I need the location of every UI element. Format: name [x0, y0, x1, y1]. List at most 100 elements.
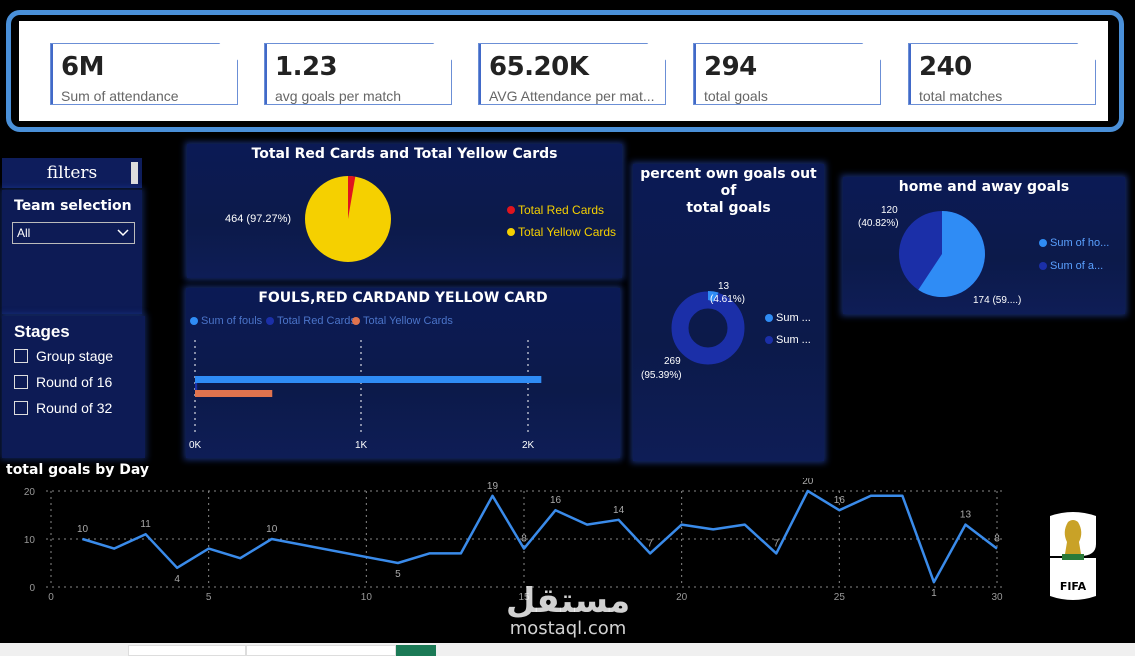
point-data-label: 5 — [395, 569, 401, 580]
legend-red-cards[interactable]: Total Red Cards — [507, 203, 604, 217]
legend-home[interactable]: Sum of ho... — [1039, 237, 1109, 249]
donut-label-big: 269 — [664, 356, 681, 367]
kpi-edge — [265, 44, 267, 104]
stage-label: Round of 16 — [36, 374, 113, 390]
x-tick: 2K — [522, 440, 535, 451]
donut-label-small: 13 — [718, 281, 730, 292]
home-away-pie-svg: 120 (40.82%) 174 (59....) — [858, 205, 1021, 306]
point-data-label: 8 — [994, 534, 1000, 545]
bar-yellow-cards[interactable] — [195, 390, 273, 397]
own-goals-panel[interactable]: percent own goals out of total goals 13 … — [633, 164, 824, 461]
stages-panel: Stages Group stage Round of 16 Round of … — [2, 316, 145, 458]
team-selection-dropdown[interactable]: All — [12, 222, 135, 244]
kpi-value: 1.23 — [275, 52, 338, 82]
x-tick-label: 0 — [48, 592, 54, 603]
kpi-edge — [694, 44, 696, 104]
point-data-label: 7 — [773, 538, 779, 549]
bar-fouls[interactable] — [195, 376, 542, 383]
fouls-bar-title: FOULS,RED CARDAND YELLOW CARD — [258, 290, 548, 306]
pie-label-a: 120 — [881, 205, 898, 216]
x-tick: 0K — [189, 440, 202, 451]
home-away-panel[interactable]: home and away goals 120 (40.82%) 174 (59… — [843, 177, 1125, 314]
point-data-label: 7 — [647, 538, 653, 549]
filters-scrollbar[interactable] — [131, 162, 138, 184]
legend-yellow-cards[interactable]: Total Yellow Cards — [507, 225, 616, 239]
legend-fouls[interactable]: Sum of fouls — [190, 315, 262, 327]
legend-yellow-cards[interactable]: Total Yellow Cards — [352, 315, 453, 327]
stage-label: Round of 32 — [36, 400, 113, 416]
fouls-bar-panel[interactable]: FOULS,RED CARDAND YELLOW CARD Sum of fou… — [186, 288, 620, 458]
watermark-latin: mostaql.com — [509, 618, 627, 639]
legend-away[interactable]: Sum of a... — [1039, 260, 1103, 272]
legend-label: Total Yellow Cards — [518, 225, 617, 239]
stage-checkbox-group-stage[interactable]: Group stage — [14, 348, 113, 364]
donut-slice-regular[interactable] — [671, 291, 745, 365]
legend-sum-2[interactable]: Sum ... — [765, 334, 811, 346]
page-tab[interactable] — [246, 645, 396, 656]
own-goals-title-line1: percent own goals out of — [640, 166, 817, 199]
point-data-label: 10 — [266, 524, 278, 535]
kpi-edge — [909, 44, 911, 104]
legend-sum-1[interactable]: Sum ... — [765, 312, 811, 324]
y-tick-label: 0 — [29, 583, 35, 594]
kpi-container: 6M Sum of attendance 1.23 avg goals per … — [19, 21, 1108, 121]
kpi-label: total goals — [704, 88, 768, 104]
kpi-label: Sum of attendance — [61, 88, 179, 104]
filters-header: filters — [2, 158, 142, 188]
cards-pie-panel[interactable]: Total Red Cards and Total Yellow Cards 4… — [187, 144, 622, 278]
legend-label: Total Red Cards — [518, 203, 605, 217]
kpi-label: avg goals per match — [275, 88, 402, 104]
legend-label: Total Yellow Cards — [363, 315, 453, 327]
point-data-label: 8 — [521, 534, 527, 545]
pie-slice-red[interactable] — [348, 175, 356, 219]
kpi-label: total matches — [919, 88, 1003, 104]
fifa-logo: FIFA — [1050, 512, 1096, 600]
kpi-value: 6M — [61, 52, 104, 82]
kpi-card-avg-goals[interactable]: 1.23 avg goals per match — [264, 43, 452, 105]
home-away-title: home and away goals — [898, 179, 1070, 195]
checkbox-icon — [14, 349, 28, 363]
team-selection-value: All — [17, 226, 31, 240]
donut-label-big-pct: (95.39%) — [641, 370, 682, 381]
chevron-down-icon — [117, 229, 129, 237]
legend-dot — [266, 317, 274, 325]
watermark-arabic: مستقل — [505, 581, 631, 621]
cards-pie-svg: 464 (97.27%) — [225, 175, 391, 262]
pie-data-label: 464 (97.27%) — [225, 213, 291, 225]
legend-dot — [1039, 239, 1047, 247]
kpi-card-attendance[interactable]: 6M Sum of attendance — [50, 43, 238, 105]
bar-red-cards[interactable] — [195, 383, 198, 390]
point-data-label: 1 — [931, 588, 937, 599]
kpi-card-total-goals[interactable]: 294 total goals — [693, 43, 881, 105]
stage-checkbox-round-of-16[interactable]: Round of 16 — [14, 374, 112, 390]
x-tick-label: 10 — [361, 592, 373, 603]
donut-slice-own-goals[interactable] — [708, 290, 719, 302]
line-series-total-goals — [82, 489, 998, 584]
legend-label: Sum ... — [776, 334, 811, 346]
legend-red-cards[interactable]: Total Red Cards — [266, 315, 356, 327]
line-chart-svg[interactable]: 0 10 20 0 5 10 15 20 25 30 10 11 4 10 5 19 8 16 14 7 7 20 16 1 1… — [0, 478, 1030, 608]
kpi-label: AVG Attendance per mat... — [489, 88, 655, 104]
x-tick-label: 25 — [834, 592, 846, 603]
page-tab[interactable] — [128, 645, 246, 656]
kpi-card-avg-attendance[interactable]: 65.20K AVG Attendance per mat... — [478, 43, 666, 105]
legend-dot — [765, 336, 773, 344]
kpi-edge — [479, 44, 481, 104]
donut-label-small-pct: (4.61%) — [710, 294, 745, 305]
checkbox-icon — [14, 375, 28, 389]
kpi-card-total-matches[interactable]: 240 total matches — [908, 43, 1096, 105]
legend-dot — [507, 206, 515, 214]
page-tabs-bar — [0, 643, 1135, 656]
checkbox-icon — [14, 401, 28, 415]
legend-dot — [352, 317, 360, 325]
pie-slice-home[interactable] — [918, 211, 985, 297]
legend-label: Sum of ho... — [1050, 237, 1110, 249]
y-tick-label: 20 — [24, 487, 36, 498]
cards-pie-title: Total Red Cards and Total Yellow Cards — [251, 146, 558, 162]
page-tab-active[interactable] — [396, 645, 436, 656]
point-data-label: 14 — [613, 505, 625, 516]
stage-checkbox-round-of-32[interactable]: Round of 32 — [14, 400, 112, 416]
point-data-label: 20 — [802, 478, 814, 487]
legend-label: Sum of a... — [1050, 260, 1104, 272]
